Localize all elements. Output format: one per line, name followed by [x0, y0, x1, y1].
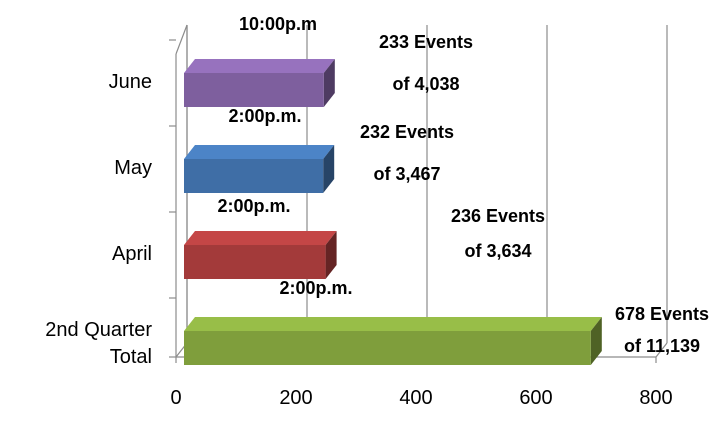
bar-top-face — [184, 145, 335, 159]
bar-side-face — [323, 145, 335, 193]
x-tick-label: 400 — [399, 387, 432, 409]
bar-top-face — [184, 59, 335, 73]
x-tick-label: 600 — [519, 387, 552, 409]
gridline-floor — [655, 342, 668, 358]
category-label: June — [109, 71, 152, 93]
value-label-total: of 4,038 — [392, 74, 459, 94]
value-label-count: 678 Events — [615, 304, 709, 324]
category-label-line: 2nd Quarter — [45, 319, 152, 341]
value-label-total: of 11,139 — [624, 336, 700, 356]
value-label-count: 232 Events — [360, 122, 454, 142]
bar-side-face — [590, 317, 602, 365]
category-label: May — [114, 157, 152, 179]
value-label-total: of 3,634 — [464, 241, 531, 261]
category-label-line: Total — [110, 346, 152, 368]
bar — [184, 245, 326, 279]
bar-top-face — [184, 231, 337, 245]
category-label: 2nd Quarter Total — [45, 319, 152, 368]
time-label: 2:00p.m. — [279, 278, 352, 298]
x-tick-label: 800 — [639, 387, 672, 409]
value-label-count: 233 Events — [379, 32, 473, 52]
labels-layer: June May April 2nd Quarter Total 10:00p.m 2:00… — [45, 14, 709, 368]
value-label-count: 236 Events — [451, 206, 545, 226]
bar-side-face — [323, 59, 335, 107]
time-label: 10:00p.m — [239, 14, 317, 34]
side-wall-top-edge — [175, 24, 188, 55]
bar — [184, 159, 324, 193]
time-label: 2:00p.m. — [217, 196, 290, 216]
bar-side-face — [325, 231, 337, 279]
x-tick-label: 200 — [279, 387, 312, 409]
category-label: April — [112, 243, 152, 265]
value-label-total: of 3,467 — [373, 164, 440, 184]
bars-layer — [184, 59, 602, 365]
bar — [184, 331, 591, 365]
bar — [184, 73, 324, 107]
x-tick-label: 0 — [170, 387, 181, 409]
time-label: 2:00p.m. — [228, 106, 301, 126]
bar-top-face — [184, 317, 602, 331]
